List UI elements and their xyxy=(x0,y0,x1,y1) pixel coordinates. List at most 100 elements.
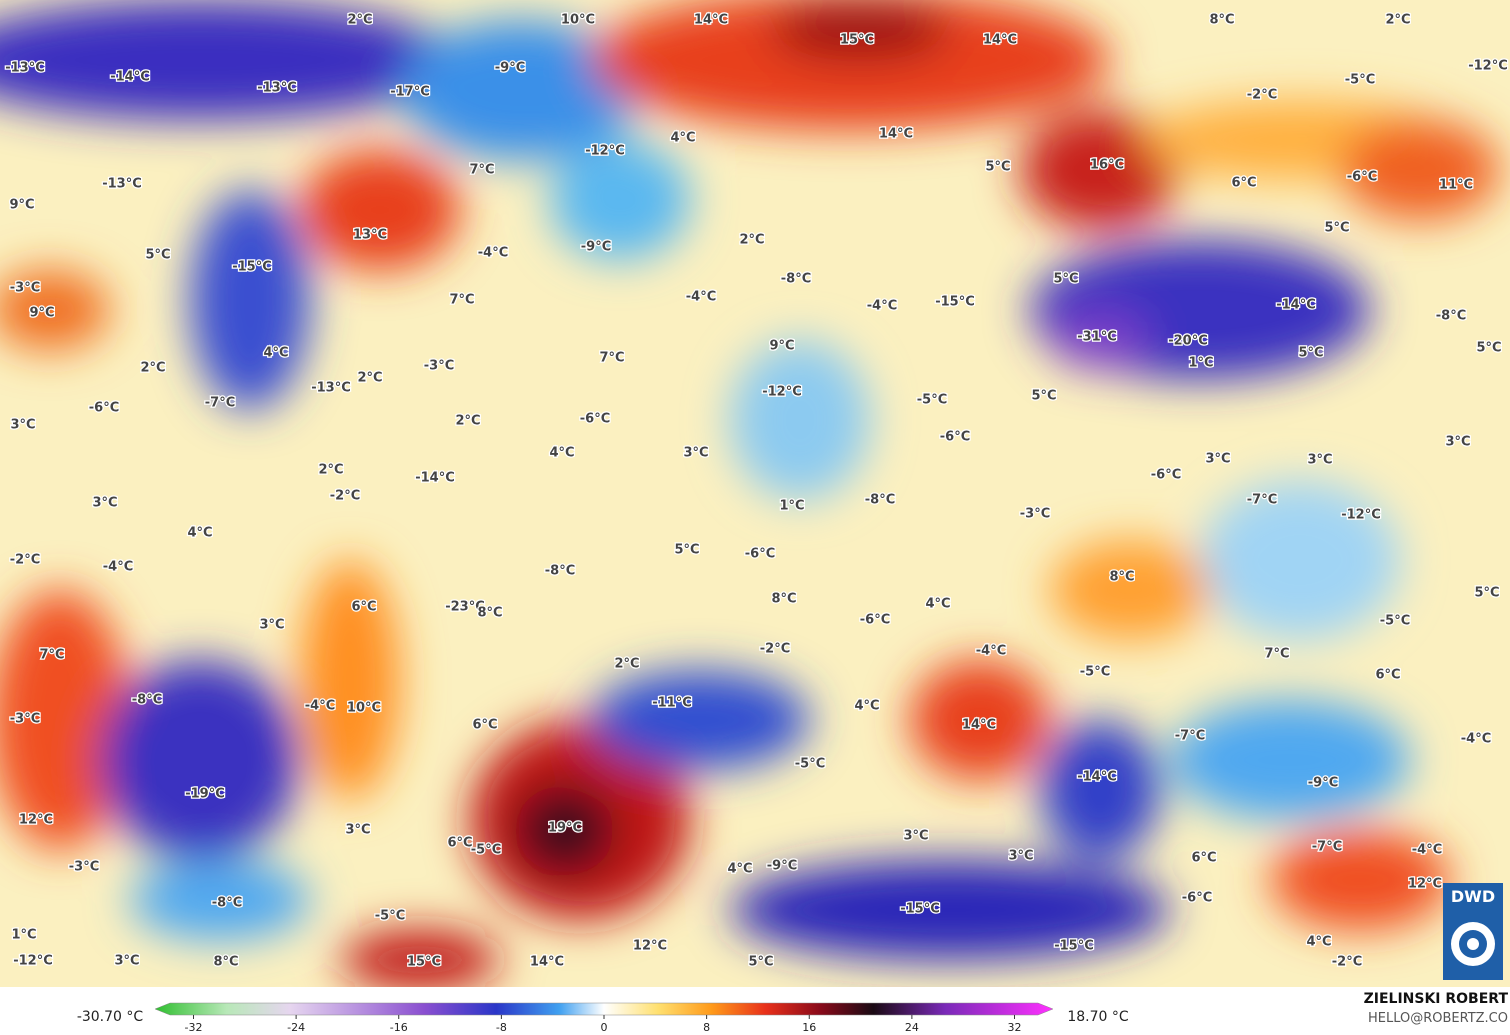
temperature-label: 4°C xyxy=(670,131,695,146)
temperature-label: -5°C xyxy=(471,843,501,858)
temperature-label: 5°C xyxy=(1031,389,1056,404)
temperature-label: -2°C xyxy=(1332,955,1362,970)
temperature-label: 5°C xyxy=(674,543,699,558)
temperature-label: -6°C xyxy=(745,547,775,562)
colorbar-tick-label: -16 xyxy=(390,1021,408,1034)
temperature-label: -6°C xyxy=(580,412,610,427)
temperature-label: -31°C xyxy=(1077,330,1117,345)
author: ZIELINSKI ROBERT xyxy=(1364,991,1509,1007)
temperature-label: -4°C xyxy=(686,290,716,305)
temperature-label: -8°C xyxy=(545,564,575,579)
temperature-label: 2°C xyxy=(1385,13,1410,28)
temperature-label: 6°C xyxy=(1375,668,1400,683)
temperature-label: -3°C xyxy=(1020,507,1050,522)
temperature-label: 8°C xyxy=(477,606,502,621)
temperature-label: 2°C xyxy=(357,371,382,386)
colorbar-tick-label: 24 xyxy=(905,1021,919,1034)
temperature-label: 5°C xyxy=(1298,346,1323,361)
temperature-label: -2°C xyxy=(760,642,790,657)
temperature-label: 6°C xyxy=(1231,176,1256,191)
max-label: 18.70 °C xyxy=(1067,1009,1129,1025)
temperature-label: -2°C xyxy=(1247,88,1277,103)
colorbar-tick-label: 32 xyxy=(1008,1021,1022,1034)
colorbar-tick-label: -24 xyxy=(287,1021,305,1034)
temperature-label: -13°C xyxy=(257,81,297,96)
temperature-label: 5°C xyxy=(1324,221,1349,236)
temperature-label: 3°C xyxy=(1445,435,1470,450)
temperature-label: -9°C xyxy=(1308,776,1338,791)
temperature-label: -12°C xyxy=(762,385,802,400)
temperature-label: 12°C xyxy=(19,813,53,828)
temperature-label: 5°C xyxy=(145,248,170,263)
temperature-label: 3°C xyxy=(92,496,117,511)
temperature-label: 8°C xyxy=(213,955,238,970)
temperature-label: 3°C xyxy=(259,618,284,633)
temperature-label: -4°C xyxy=(103,560,133,575)
temperature-label: -14°C xyxy=(1077,770,1117,785)
colorbar-tick-label: -8 xyxy=(496,1021,507,1034)
colorbar-tick-label: -32 xyxy=(185,1021,203,1034)
temperature-label: -5°C xyxy=(375,909,405,924)
temperature-label: -14°C xyxy=(110,70,150,85)
temperature-label: -12°C xyxy=(1468,59,1508,74)
logo-text: DWD xyxy=(1451,887,1495,906)
temperature-label: 3°C xyxy=(10,418,35,433)
temperature-label: -11°C xyxy=(652,696,692,711)
temperature-label: 12°C xyxy=(1408,877,1442,892)
temperature-label: -13°C xyxy=(102,177,142,192)
temperature-label: -14°C xyxy=(1276,298,1316,313)
temperature-label: 2°C xyxy=(455,414,480,429)
temperature-label: 5°C xyxy=(985,160,1010,175)
temperature-label: 15°C xyxy=(407,955,441,970)
temperature-label: -2°C xyxy=(330,489,360,504)
temperature-label: 7°C xyxy=(469,163,494,178)
temperature-label: 2°C xyxy=(347,13,372,28)
temperature-label: 3°C xyxy=(1307,453,1332,468)
temperature-label: -4°C xyxy=(1412,843,1442,858)
temperature-label: -15°C xyxy=(935,295,975,310)
temperature-label: 4°C xyxy=(549,446,574,461)
temperature-label: -4°C xyxy=(1461,732,1491,747)
temperature-label: 1°C xyxy=(1188,356,1213,371)
temperature-label: 7°C xyxy=(1264,647,1289,662)
temperature-label: 8°C xyxy=(771,592,796,607)
temperature-label: -13°C xyxy=(5,61,45,76)
temperature-label: -3°C xyxy=(69,860,99,875)
temperature-label: 4°C xyxy=(854,699,879,714)
temperature-label: 15°C xyxy=(840,33,874,48)
temperature-label: 7°C xyxy=(39,648,64,663)
temperature-label: 14°C xyxy=(694,13,728,28)
temperature-label: 5°C xyxy=(1474,586,1499,601)
temperature-label: 5°C xyxy=(1053,272,1078,287)
temperature-label: -7°C xyxy=(1312,840,1342,855)
temperature-label: -6°C xyxy=(940,430,970,445)
temperature-label: 10°C xyxy=(561,13,595,28)
temperature-label: 3°C xyxy=(683,446,708,461)
temperature-label: -5°C xyxy=(1380,614,1410,629)
temperature-label: 3°C xyxy=(1205,452,1230,467)
temperature-label: 9°C xyxy=(9,198,34,213)
temperature-label: -4°C xyxy=(976,644,1006,659)
temperature-label: -12°C xyxy=(585,144,625,159)
temperature-label: -8°C xyxy=(1436,309,1466,324)
colorbar-tick-label: 8 xyxy=(703,1021,710,1034)
temperature-label: 6°C xyxy=(351,600,376,615)
temperature-label: -9°C xyxy=(581,240,611,255)
temperature-label: -7°C xyxy=(1175,729,1205,744)
temperature-label: 14°C xyxy=(983,33,1017,48)
temperature-label: 10°C xyxy=(347,701,381,716)
temperature-label: 4°C xyxy=(187,526,212,541)
temperature-label: 4°C xyxy=(727,862,752,877)
colorbar xyxy=(154,1002,1054,1016)
temperature-label: -23°C xyxy=(445,600,485,615)
temperature-label: 8°C xyxy=(1209,13,1234,28)
temperature-label: -8°C xyxy=(865,493,895,508)
temperature-label: -19°C xyxy=(185,787,225,802)
temperature-label: 2°C xyxy=(140,361,165,376)
map xyxy=(0,0,1510,990)
temperature-label: -5°C xyxy=(1080,665,1110,680)
temperature-label: 4°C xyxy=(925,597,950,612)
temperature-label: 3°C xyxy=(114,954,139,969)
temperature-label: -5°C xyxy=(795,757,825,772)
